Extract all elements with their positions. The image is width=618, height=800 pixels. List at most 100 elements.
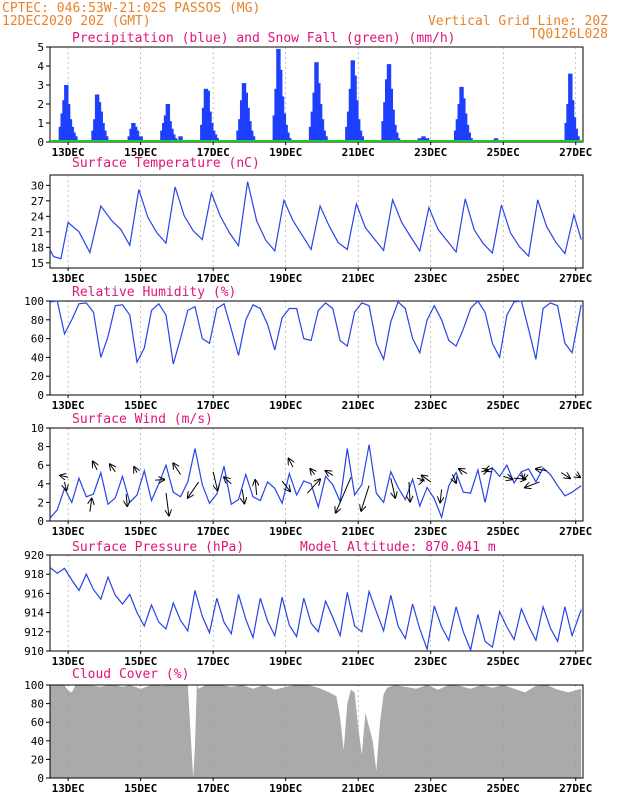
date-label: 13DEC	[52, 146, 85, 159]
pressure-title: Surface Pressure (hPa)	[72, 540, 244, 555]
y-tick-label: 80	[31, 698, 44, 711]
y-tick-label: 920	[24, 549, 44, 562]
y-tick-label: 20	[31, 370, 44, 383]
date-label: 19DEC	[269, 399, 302, 412]
wind-line	[49, 444, 582, 520]
date-label: 19DEC	[269, 272, 302, 285]
wind-direction-arrow	[422, 475, 432, 483]
date-label: 25DEC	[487, 146, 520, 159]
precip-bar	[250, 136, 256, 142]
precipitation-title: Precipitation (blue) and Snow Fall (gree…	[72, 31, 456, 46]
date-label: 25DEC	[487, 655, 520, 668]
y-tick-label: 20	[31, 753, 44, 766]
wind-direction-arrow	[576, 475, 580, 478]
date-label: 13DEC	[52, 525, 85, 538]
y-tick-label: 60	[31, 333, 44, 346]
date-label: 27DEC	[559, 782, 592, 795]
wind-direction-arrow	[452, 474, 456, 483]
model-altitude-label: Model Altitude: 870.041 m	[300, 540, 496, 555]
cloud-title: Cloud Cover (%)	[72, 667, 189, 682]
wind-direction-arrow	[134, 467, 137, 473]
wind-direction-arrow	[523, 474, 525, 480]
humidity-panel: Relative Humidity (%) 0 20 40 60 80 100 13DEC 15…	[24, 285, 592, 412]
wind-direction-arrow	[242, 489, 244, 503]
date-label: 21DEC	[342, 525, 375, 538]
wind-direction-arrow	[60, 475, 69, 477]
temperature-panel: Surface Temperature (nC) 15 18 21 24 27 30 13DE…	[31, 156, 593, 285]
precip-bar	[178, 136, 183, 142]
wind-direction-arrow	[126, 493, 127, 506]
wind-direction-arrow	[336, 477, 352, 512]
date-label: 17DEC	[197, 272, 230, 285]
wind-direction-arrow	[173, 463, 181, 475]
date-label: 23DEC	[414, 782, 447, 795]
precip-bar	[73, 136, 78, 142]
humidity-line	[49, 300, 582, 365]
date-label: 17DEC	[197, 782, 230, 795]
date-label: 23DEC	[414, 399, 447, 412]
date-label: 27DEC	[559, 272, 592, 285]
wind-direction-arrow	[459, 469, 468, 474]
precip-bar	[104, 136, 109, 142]
station-header: CPTEC: 046:53W-21:02S PASSOS (MG)	[2, 1, 260, 16]
y-tick-label: 3	[37, 79, 44, 92]
date-label: 17DEC	[197, 655, 230, 668]
temperature-line	[49, 181, 582, 260]
wind-direction-arrow	[485, 468, 493, 471]
y-tick-label: 910	[24, 645, 44, 658]
date-label: 13DEC	[52, 272, 85, 285]
y-tick-label: 0	[37, 515, 44, 528]
date-label: 27DEC	[559, 399, 592, 412]
y-tick-label: 916	[24, 587, 44, 600]
precip-bar	[323, 136, 328, 142]
date-label: 13DEC	[52, 655, 85, 668]
y-tick-label: 2	[37, 496, 44, 509]
wind-direction-arrow	[224, 477, 232, 485]
wind-title: Surface Wind (m/s)	[72, 412, 213, 427]
date-label: 13DEC	[52, 782, 85, 795]
date-label: 27DEC	[559, 655, 592, 668]
y-tick-label: 100	[24, 295, 44, 308]
date-label: 25DEC	[487, 525, 520, 538]
pressure-panel: Surface Pressure (hPa) Model Altitude: 87…	[24, 540, 592, 668]
date-label: 17DEC	[197, 399, 230, 412]
y-tick-label: 80	[31, 314, 44, 327]
y-tick-label: 30	[31, 179, 44, 192]
y-tick-label: 5	[37, 41, 44, 54]
y-tick-label: 1	[37, 117, 44, 130]
date-label: 19DEC	[269, 655, 302, 668]
wind-direction-arrow	[93, 461, 97, 471]
date-label: 21DEC	[342, 146, 375, 159]
cloud-panel: Cloud Cover (%) 0 20 40 60 80 100 13DEC 15DEC 17D…	[24, 667, 592, 795]
wind-direction-arrow	[560, 473, 570, 479]
date-label: 19DEC	[269, 146, 302, 159]
date-label: 21DEC	[342, 272, 375, 285]
date-label: 25DEC	[487, 272, 520, 285]
y-tick-label: 15	[31, 257, 44, 270]
y-tick-label: 18	[31, 241, 44, 254]
date-header: 12DEC2020 20Z (GMT)	[2, 14, 151, 29]
humidity-title: Relative Humidity (%)	[72, 285, 236, 300]
precipitation-panel: Precipitation (blue) and Snow Fall (gree…	[37, 31, 592, 159]
date-label: 15DEC	[124, 272, 157, 285]
grid-note: Vertical Grid Line: 20Z	[428, 14, 608, 29]
y-tick-label: 27	[31, 195, 44, 208]
pressure-line	[49, 567, 582, 653]
panels: Precipitation (blue) and Snow Fall (gree…	[24, 31, 592, 795]
date-label: 21DEC	[342, 655, 375, 668]
y-tick-label: 100	[24, 679, 44, 692]
date-label: 15DEC	[124, 782, 157, 795]
date-label: 19DEC	[269, 782, 302, 795]
date-label: 15DEC	[124, 525, 157, 538]
y-tick-label: 21	[31, 226, 44, 239]
date-label: 23DEC	[414, 146, 447, 159]
y-tick-label: 0	[37, 772, 44, 785]
wind-direction-arrow	[289, 459, 293, 468]
date-label: 23DEC	[414, 272, 447, 285]
temperature-title: Surface Temperature (nC)	[72, 156, 260, 171]
precip-bar	[575, 136, 580, 142]
wind-direction-arrow	[65, 481, 67, 490]
y-tick-label: 60	[31, 716, 44, 729]
precip-bar	[138, 136, 143, 142]
wind-panel: Surface Wind (m/s) 0 2 4 6 8 10 13DEC 15DEC 17DEC…	[31, 412, 593, 538]
